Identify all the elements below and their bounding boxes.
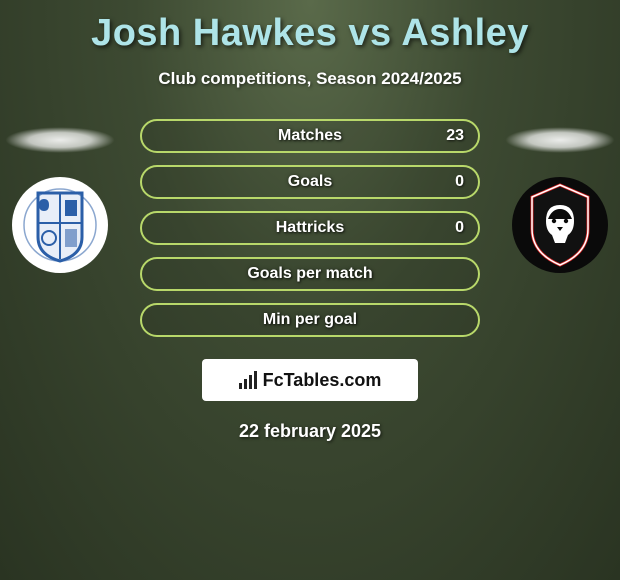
stat-label: Goals per match	[247, 265, 372, 283]
fctables-watermark: FcTables.com	[202, 359, 418, 401]
tranmere-badge-icon	[10, 175, 110, 275]
stat-row: Goals 0	[140, 165, 480, 199]
player-right-shadow	[505, 127, 615, 153]
stat-row: Matches 23	[140, 119, 480, 153]
salford-badge-icon	[510, 175, 610, 275]
stat-right-value: 0	[455, 173, 464, 191]
player-left-column	[0, 119, 120, 275]
fctables-label: FcTables.com	[263, 370, 382, 391]
stat-row: Goals per match	[140, 257, 480, 291]
player-right-column	[500, 119, 620, 275]
stat-row: Hattricks 0	[140, 211, 480, 245]
bar-chart-icon	[239, 371, 257, 389]
stats-list: Matches 23 Goals 0 Hattricks 0 Goals per…	[140, 119, 480, 337]
stat-right-value: 23	[446, 127, 464, 145]
comparison-title: Josh Hawkes vs Ashley	[0, 0, 620, 55]
stat-label: Matches	[278, 127, 342, 145]
club-badge-left	[10, 175, 110, 275]
comparison-subtitle: Club competitions, Season 2024/2025	[0, 69, 620, 89]
stat-row: Min per goal	[140, 303, 480, 337]
comparison-date: 22 february 2025	[0, 421, 620, 442]
stat-right-value: 0	[455, 219, 464, 237]
player-left-shadow	[5, 127, 115, 153]
club-badge-right	[510, 175, 610, 275]
stat-label: Hattricks	[276, 219, 344, 237]
stat-label: Goals	[288, 173, 332, 191]
comparison-main: Matches 23 Goals 0 Hattricks 0 Goals per…	[0, 119, 620, 442]
stat-label: Min per goal	[263, 311, 357, 329]
